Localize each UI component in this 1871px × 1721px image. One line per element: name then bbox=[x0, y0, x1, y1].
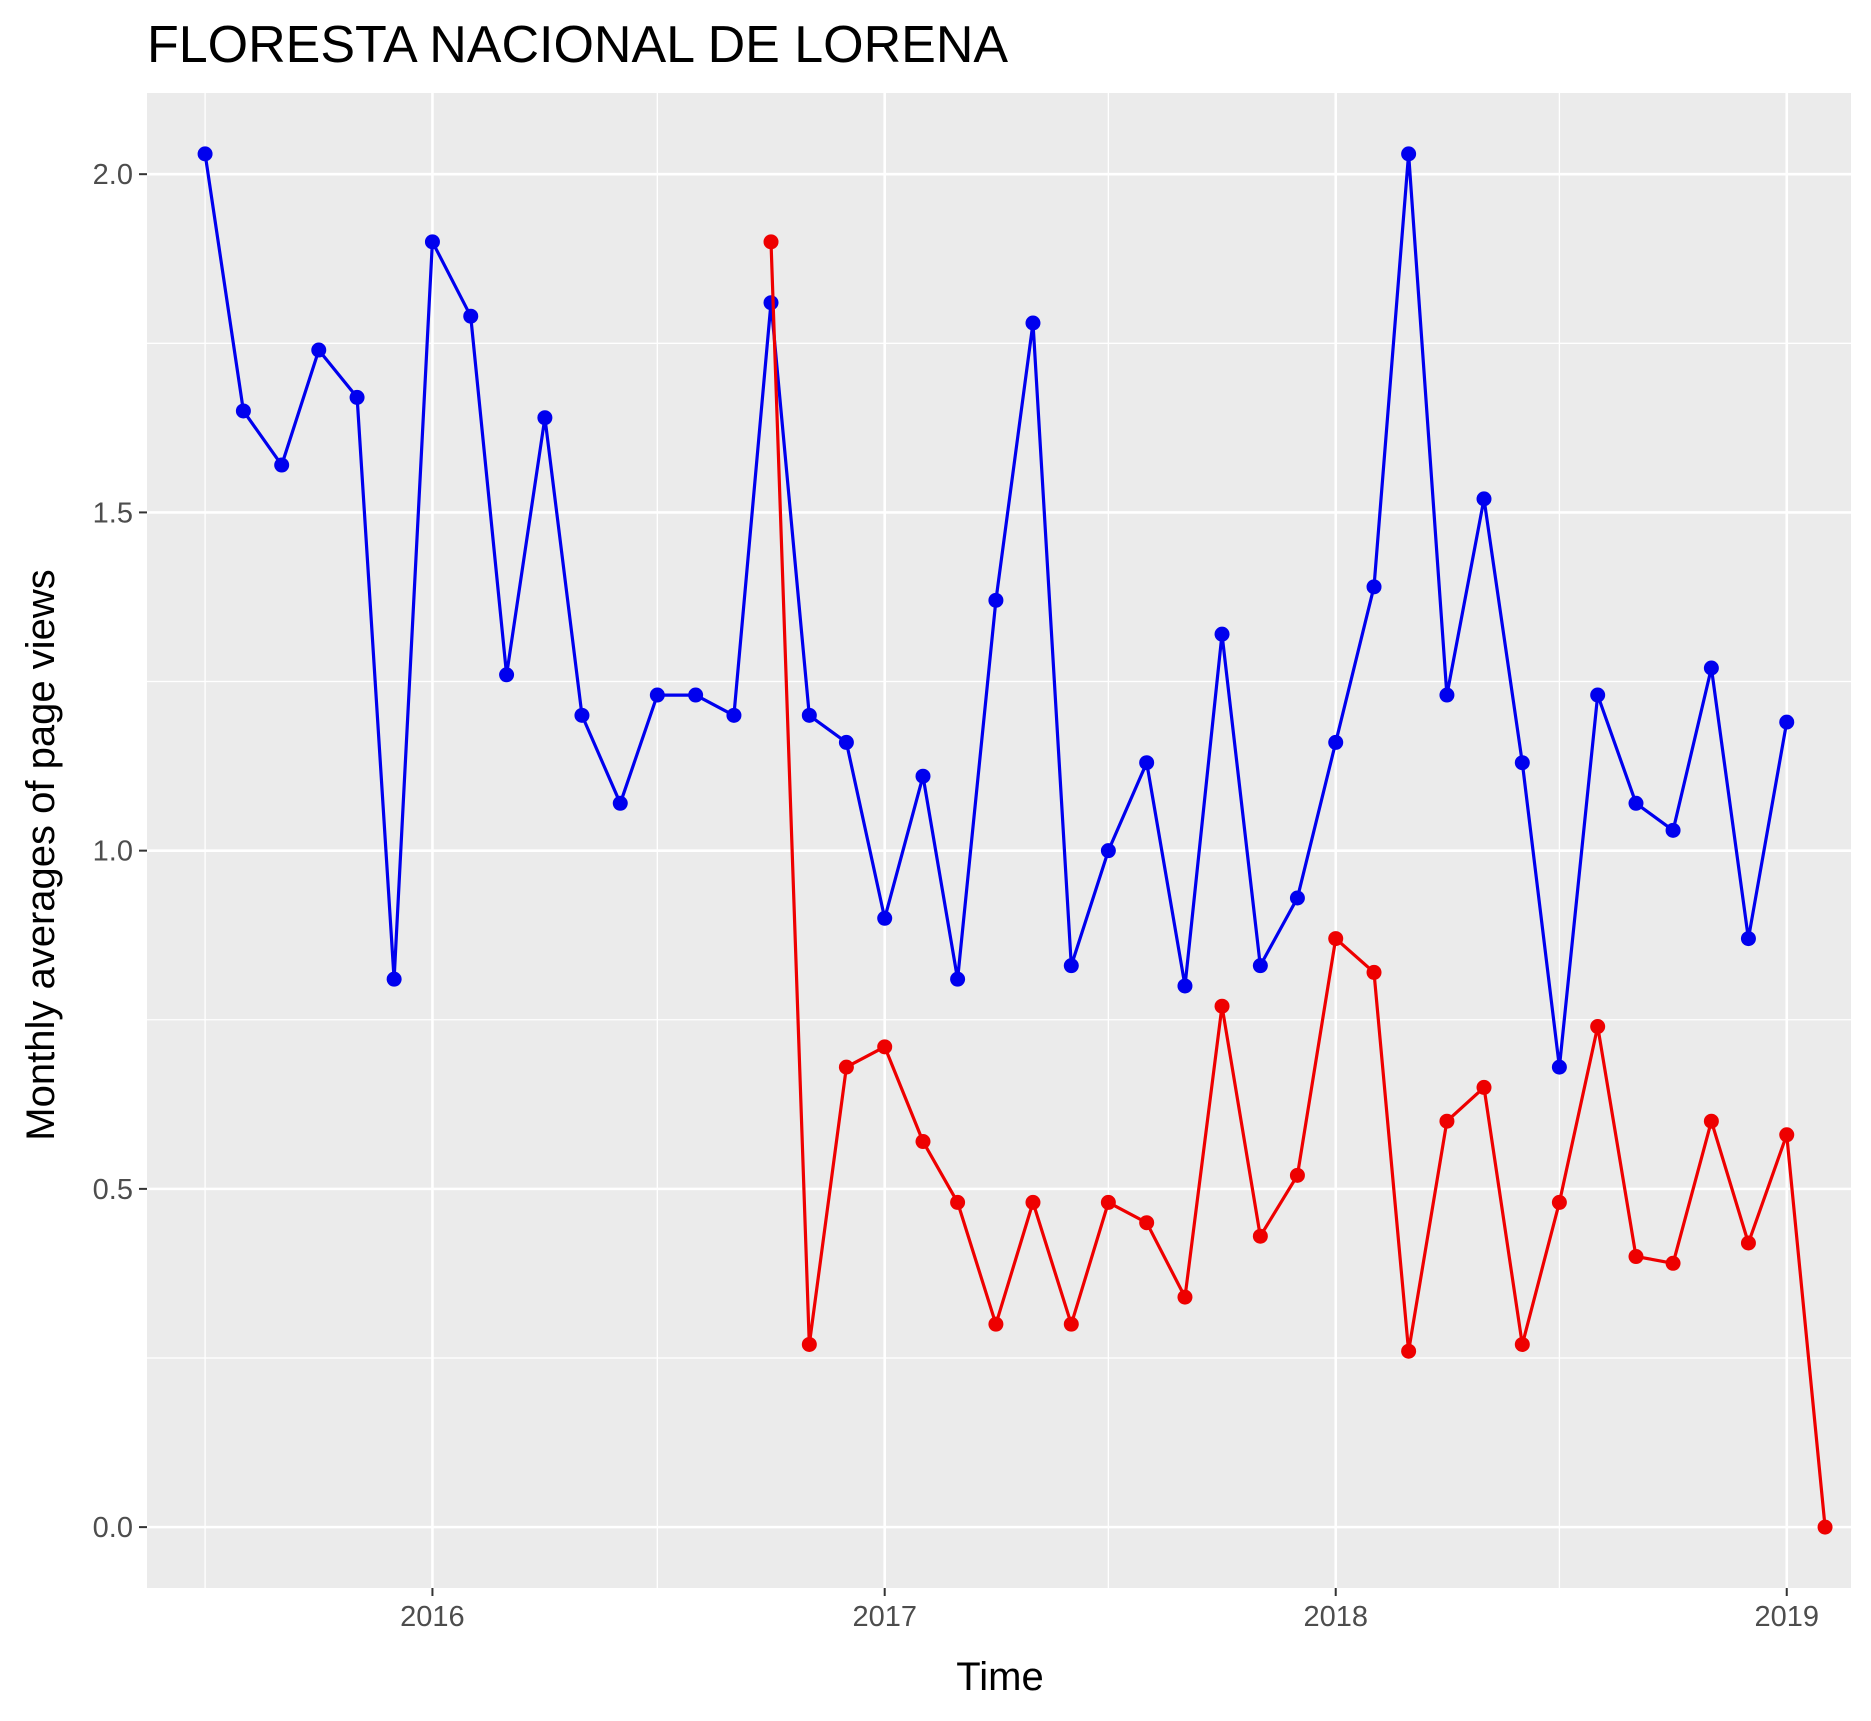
data-point bbox=[1665, 1255, 1681, 1271]
data-point bbox=[1551, 1194, 1567, 1210]
data-point bbox=[1328, 931, 1344, 947]
data-point bbox=[1100, 1194, 1116, 1210]
data-point bbox=[1628, 795, 1644, 811]
data-point bbox=[877, 1039, 893, 1055]
data-point bbox=[1551, 1059, 1567, 1075]
data-point bbox=[1366, 579, 1382, 595]
data-point bbox=[1401, 146, 1417, 162]
series-2 bbox=[763, 234, 1833, 1535]
series-layer bbox=[197, 146, 1833, 1535]
data-point bbox=[1252, 1228, 1268, 1244]
data-point bbox=[1476, 491, 1492, 507]
minor-gridlines bbox=[147, 93, 1851, 1588]
x-tick-label: 2016 bbox=[400, 1601, 465, 1633]
data-point bbox=[1366, 964, 1382, 980]
y-tick-label: 0.5 bbox=[93, 1174, 133, 1206]
chart-title: FLORESTA NACIONAL DE LORENA bbox=[147, 16, 1008, 74]
data-point bbox=[1063, 1316, 1079, 1332]
data-point bbox=[1439, 687, 1455, 703]
data-point bbox=[1214, 626, 1230, 642]
data-point bbox=[915, 768, 931, 784]
y-axis: 0.0 0.5 1.0 1.5 2.0 bbox=[93, 159, 147, 1544]
y-tick-label: 0.0 bbox=[93, 1512, 133, 1544]
data-point bbox=[915, 1134, 931, 1150]
data-point bbox=[877, 910, 893, 926]
data-point bbox=[801, 1336, 817, 1352]
data-point bbox=[1665, 822, 1681, 838]
data-point bbox=[1590, 687, 1606, 703]
data-point bbox=[1401, 1343, 1417, 1359]
y-tick-label: 1.0 bbox=[93, 836, 133, 868]
data-point bbox=[950, 971, 966, 987]
data-point bbox=[274, 457, 290, 473]
data-point bbox=[349, 389, 365, 405]
data-point bbox=[1740, 931, 1756, 947]
x-axis-title: Time bbox=[956, 1655, 1043, 1699]
data-point bbox=[726, 707, 742, 723]
x-tick-label: 2019 bbox=[1754, 1601, 1819, 1633]
data-point bbox=[1025, 1194, 1041, 1210]
major-gridlines bbox=[147, 93, 1851, 1588]
data-point bbox=[1025, 315, 1041, 331]
data-point bbox=[1703, 1113, 1719, 1129]
data-point bbox=[1476, 1079, 1492, 1095]
data-point bbox=[763, 295, 779, 311]
data-point bbox=[1628, 1249, 1644, 1265]
data-point bbox=[1328, 734, 1344, 750]
data-point bbox=[537, 410, 553, 426]
data-point bbox=[1703, 660, 1719, 676]
data-point bbox=[950, 1194, 966, 1210]
data-point bbox=[763, 234, 779, 250]
data-point bbox=[311, 342, 327, 358]
data-point bbox=[463, 308, 479, 324]
data-point bbox=[838, 734, 854, 750]
data-point bbox=[197, 146, 213, 162]
data-point bbox=[424, 234, 440, 250]
data-point bbox=[1514, 755, 1530, 771]
data-point bbox=[1139, 755, 1155, 771]
data-point bbox=[1289, 890, 1305, 906]
data-point bbox=[1289, 1167, 1305, 1183]
plot-panel bbox=[147, 93, 1851, 1588]
data-point bbox=[649, 687, 665, 703]
y-axis-title: Monthly averages of page views bbox=[19, 569, 63, 1140]
x-tick-label: 2017 bbox=[852, 1601, 917, 1633]
data-point bbox=[1740, 1235, 1756, 1251]
data-point bbox=[235, 403, 251, 419]
y-tick-label: 2.0 bbox=[93, 159, 133, 191]
data-point bbox=[1214, 998, 1230, 1014]
y-tick-label: 1.5 bbox=[93, 497, 133, 529]
data-point bbox=[801, 707, 817, 723]
data-point bbox=[988, 1316, 1004, 1332]
data-point bbox=[1439, 1113, 1455, 1129]
data-point bbox=[1177, 1289, 1193, 1305]
data-point bbox=[612, 795, 628, 811]
data-point bbox=[1177, 978, 1193, 994]
data-point bbox=[1779, 714, 1795, 730]
data-point bbox=[1139, 1215, 1155, 1231]
data-point bbox=[838, 1059, 854, 1075]
x-axis: 2016 2017 2018 2019 bbox=[400, 1588, 1819, 1633]
x-tick-label: 2018 bbox=[1303, 1601, 1368, 1633]
series-1 bbox=[197, 146, 1795, 1075]
data-point bbox=[1590, 1019, 1606, 1035]
data-point bbox=[988, 592, 1004, 608]
data-point bbox=[574, 707, 590, 723]
data-point bbox=[1779, 1127, 1795, 1143]
data-point bbox=[1514, 1336, 1530, 1352]
data-point bbox=[1100, 843, 1116, 859]
data-point bbox=[386, 971, 402, 987]
data-point bbox=[1817, 1519, 1833, 1535]
data-point bbox=[499, 667, 515, 683]
data-point bbox=[1063, 958, 1079, 974]
data-point bbox=[1252, 958, 1268, 974]
data-point bbox=[688, 687, 704, 703]
